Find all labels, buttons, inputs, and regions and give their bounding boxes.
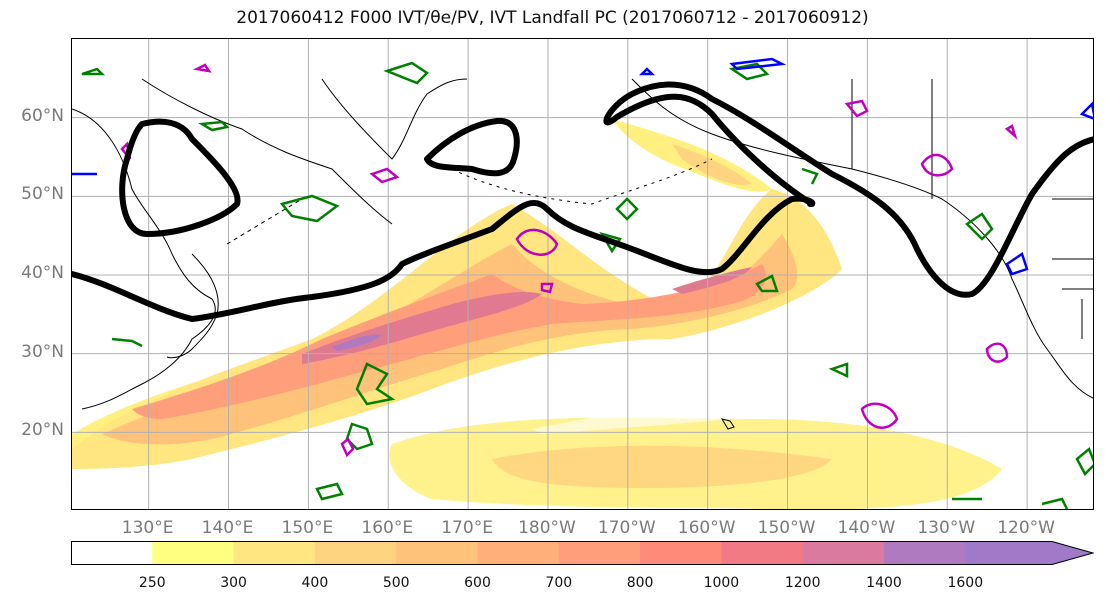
north-america-coast (941, 198, 1093, 399)
colorbar-segment (71, 541, 153, 565)
longitude-label: 130°E (121, 518, 174, 538)
colorbar-tick-label: 250 (138, 575, 166, 591)
colorbar-segment (640, 541, 722, 565)
blue-contours (72, 57, 1093, 276)
colorbar-segment (558, 541, 641, 565)
theta-e-contours (81, 61, 1093, 509)
colorbar-outline (71, 541, 1094, 565)
longitude-label: 160°W (677, 518, 736, 538)
colorbar-tick-label: 1200 (784, 575, 821, 591)
colorbar-tick-label: 500 (382, 575, 410, 591)
colorbar-segment (233, 541, 316, 565)
longitude-label: 170°W (597, 518, 656, 538)
colorbar-segment (802, 541, 885, 565)
ivt-ar-core-3 (672, 267, 752, 294)
pc-contours (72, 81, 1093, 322)
kuril-islands (226, 198, 303, 245)
graticule (72, 39, 1093, 509)
latitude-label: 60°N (21, 105, 64, 126)
kamchatka (321, 78, 468, 160)
figure-title: 2017060412 F000 IVT/θe/PV, IVT Landfall … (236, 8, 869, 28)
asia-coast (72, 78, 393, 410)
latitude-label: 50°N (21, 184, 64, 205)
longitude-label: 130°W (917, 518, 976, 538)
colorbar-tick-label: 1600 (947, 575, 984, 591)
latitude-label: 40°N (21, 263, 64, 283)
ivt-ar-core (302, 292, 542, 364)
colorbar-tick-label: 800 (626, 575, 654, 591)
ivt-band-south-inner (492, 445, 832, 489)
ivt-ar-core-2 (332, 334, 382, 351)
longitude-label: 150°W (757, 518, 816, 538)
ivt-north-inner (672, 144, 752, 185)
hawaii (720, 418, 735, 430)
longitude-label: 120°W (997, 518, 1055, 538)
colorbar-tick-label: 300 (220, 575, 247, 591)
longitude-label: 170°E (441, 518, 493, 538)
colorbar-tick-label: 600 (464, 575, 491, 591)
aleutians (451, 158, 713, 205)
japan (166, 253, 219, 359)
map-canvas (72, 39, 1093, 509)
colorbar-segment (884, 541, 966, 565)
colorbar-tick-label: 700 (545, 575, 573, 591)
ivt-gap-cut (532, 400, 812, 434)
colorbar-tick-label: 400 (301, 575, 329, 591)
ivt-shading (72, 119, 1002, 509)
colorbar-segment (477, 541, 560, 565)
longitude-label: 160°E (361, 518, 414, 538)
colorbar-segment (721, 541, 804, 565)
colorbar-tick-label: 1000 (703, 575, 740, 591)
colorbar (71, 541, 1094, 565)
map-panel (71, 38, 1094, 510)
coastlines (72, 78, 1093, 430)
longitude-label: 180°W (518, 518, 576, 538)
latitude-label: 30°N (21, 341, 64, 362)
longitude-label: 150°E (281, 518, 334, 538)
ivt-ar-inner (132, 264, 766, 419)
pc-contour-loop-center (424, 117, 520, 177)
colorbar-segment (314, 541, 397, 565)
colorbar-segment (396, 541, 478, 565)
colorbar-extend-arrow (1052, 541, 1093, 565)
canada-borders (851, 79, 933, 199)
pc-contour-main (72, 195, 816, 322)
pc-contour-alaska (603, 81, 1093, 298)
longitude-label: 140°E (201, 518, 254, 538)
us-borders (1052, 198, 1093, 339)
pc-contour-loop-nw (119, 118, 241, 237)
latitude-label: 20°N (21, 420, 64, 441)
alaska-coast (631, 78, 943, 200)
colorbar-tick-label: 1400 (866, 575, 902, 591)
colorbar-segment (152, 541, 235, 565)
longitude-label: 140°W (837, 518, 896, 538)
colorbar-segment (965, 541, 1053, 565)
